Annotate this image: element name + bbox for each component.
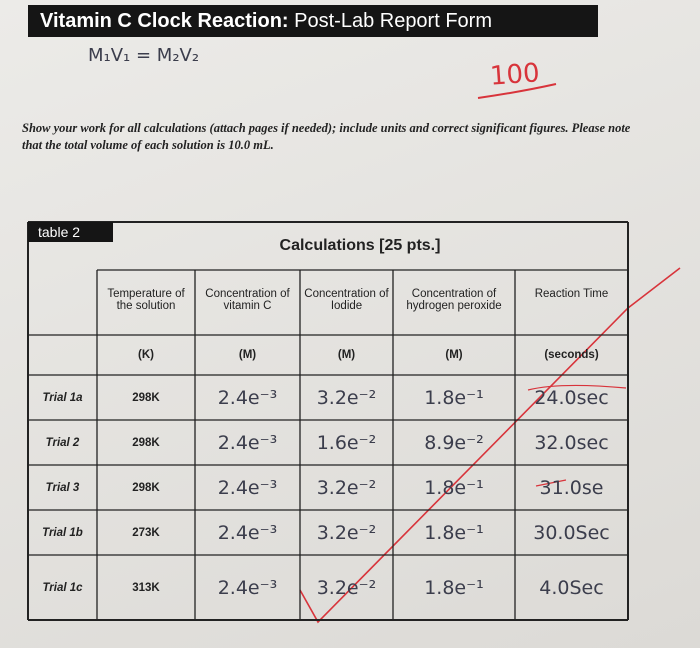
title-rest: Post-Lab Report Form	[294, 10, 492, 32]
handwritten-value: 3.2e⁻²	[316, 576, 377, 599]
handwritten-value: 3.2e⁻²	[316, 521, 377, 544]
unit-label: (seconds)	[544, 349, 599, 361]
table-title: Calculations [25 pts.]	[279, 237, 441, 254]
handwritten-value: 2.4e⁻³	[217, 576, 278, 599]
unit-label: (K)	[138, 349, 154, 361]
temperature: 298K	[132, 481, 160, 494]
column-header: Reaction Time	[534, 288, 609, 300]
unit-label: (M)	[337, 349, 356, 361]
handwritten-value: 1.8e⁻¹	[424, 386, 484, 409]
unit-label: (M)	[238, 349, 257, 361]
temperature: 273K	[132, 526, 160, 539]
column-header: Concentration of hydrogen peroxide	[406, 288, 502, 312]
handwritten-value: 2.4e⁻³	[217, 431, 278, 454]
title-bold: Vitamin C Clock Reaction:	[40, 10, 289, 32]
handwritten-value: 32.0sec	[534, 431, 609, 454]
handwritten-value: 3.2e⁻²	[316, 386, 377, 409]
handwritten-value: 2.4e⁻³	[217, 386, 278, 409]
column-header: Temperature of the solution	[107, 288, 185, 312]
temperature: 298K	[132, 391, 160, 404]
instructions: Show your work for all calculations (att…	[22, 121, 631, 152]
handwritten-value: 2.4e⁻³	[217, 476, 278, 499]
handwritten-value: 3.2e⁻²	[316, 476, 377, 499]
trial-label: Trial 3	[45, 481, 80, 494]
trial-label: Trial 2	[45, 436, 80, 449]
column-header: Concentration of vitamin C	[205, 288, 290, 312]
handwritten-value: 4.0Sec	[539, 576, 604, 599]
trial-label: Trial 1b	[42, 526, 83, 539]
handwritten-value: 31.0se	[539, 476, 604, 499]
handwritten-value: 1.6e⁻²	[316, 431, 377, 454]
temperature: 313K	[132, 581, 160, 594]
temperature: 298K	[132, 436, 160, 449]
underline-marks	[527, 384, 627, 487]
score-underline	[477, 83, 557, 99]
table-grid	[27, 221, 629, 621]
handwritten-value: 8.9e⁻²	[424, 431, 484, 454]
table-label: table 2	[28, 222, 113, 242]
handwritten-value: 1.8e⁻¹	[424, 521, 484, 544]
column-header: Concentration of Iodide	[304, 288, 389, 312]
trial-label: Trial 1c	[42, 581, 83, 594]
form-header: Vitamin C Clock Reaction: Post-Lab Repor…	[28, 5, 598, 37]
handwritten-value: 30.0Sec	[533, 521, 610, 544]
handwritten-value: 1.8e⁻¹	[424, 476, 484, 499]
handwritten-value: 1.8e⁻¹	[424, 576, 484, 599]
trial-label: Trial 1a	[42, 391, 83, 404]
handwritten-value: 2.4e⁻³	[217, 521, 278, 544]
unit-label: (M)	[445, 349, 463, 361]
handwritten-value: 24.0sec	[534, 386, 609, 409]
handwritten-equation: M₁V₁ = M₂V₂	[88, 45, 200, 66]
